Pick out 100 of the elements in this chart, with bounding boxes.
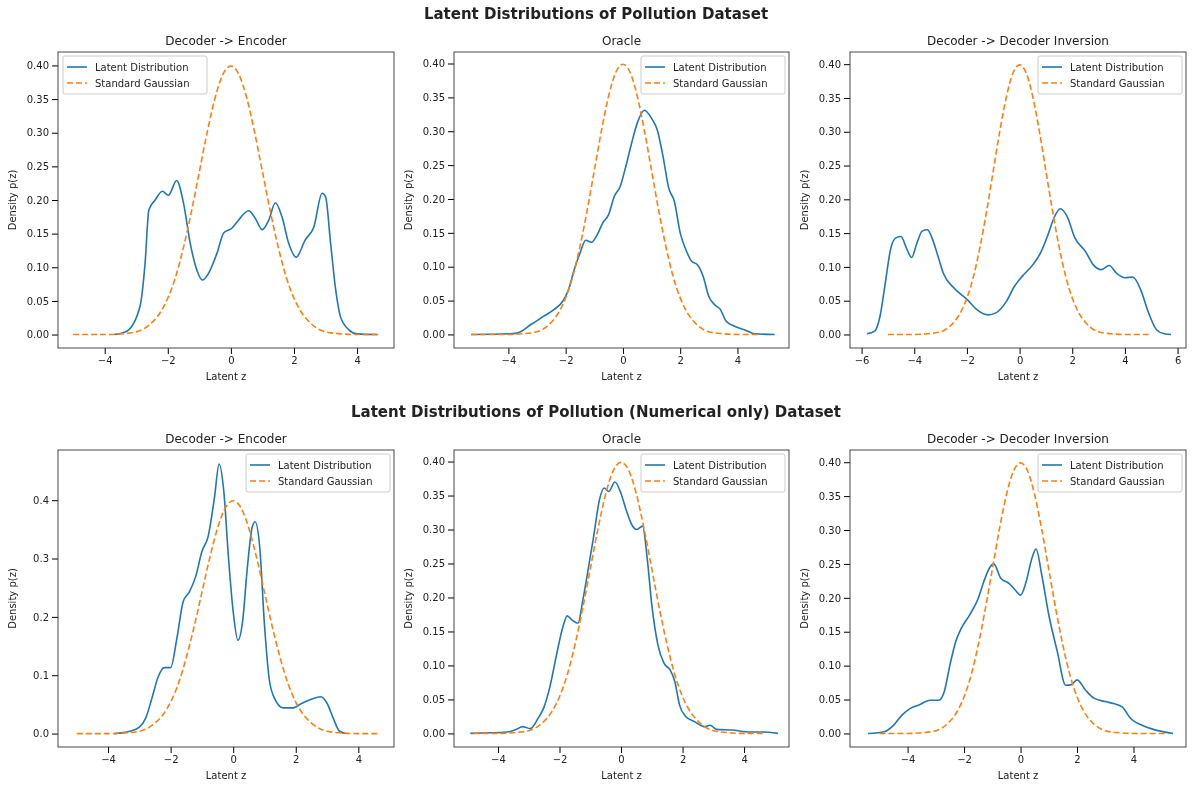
line-series bbox=[867, 548, 1174, 735]
y-tick-label: 0.30 bbox=[818, 126, 841, 138]
x-tick-label: 2 bbox=[1074, 754, 1081, 766]
x-tick-label: 2 bbox=[677, 355, 684, 367]
chart-title: Oracle bbox=[601, 432, 642, 446]
legend-label: Latent Distribution bbox=[1070, 460, 1164, 471]
line-series bbox=[878, 462, 1166, 735]
legend-label: Latent Distribution bbox=[278, 460, 372, 471]
y-tick-label: 0.15 bbox=[26, 228, 49, 240]
line-series bbox=[72, 65, 379, 336]
y-tick-label: 0.10 bbox=[818, 261, 841, 273]
x-tick-label: −4 bbox=[907, 355, 923, 367]
y-tick-label: 0.25 bbox=[422, 159, 445, 171]
y-axis-title: Density p(z) bbox=[7, 568, 18, 629]
text: Latent Distributions of Pollution Dataset bbox=[423, 5, 769, 23]
x-tick-label: 4 bbox=[1122, 355, 1129, 367]
x-tick-label: −2 bbox=[558, 355, 574, 367]
chart-title: Decoder -> Decoder Inversion bbox=[927, 432, 1109, 446]
x-axis-title: Latent z bbox=[997, 371, 1039, 382]
chart-title: Oracle bbox=[601, 34, 642, 48]
y-axis-title: Density p(z) bbox=[799, 568, 810, 629]
chart-title: Decoder -> Encoder bbox=[165, 34, 287, 48]
y-tick-label: 0.1 bbox=[33, 669, 49, 681]
x-tick-label: 4 bbox=[1130, 754, 1138, 766]
y-tick-label: 0.15 bbox=[818, 227, 841, 239]
chart-title: Decoder -> Encoder bbox=[165, 432, 287, 446]
x-axis-title: Latent z bbox=[997, 770, 1039, 781]
y-tick-label: 0.20 bbox=[818, 592, 841, 604]
y-tick-label: 0.30 bbox=[818, 524, 841, 536]
y-tick-label: 0.40 bbox=[422, 456, 445, 468]
y-tick-label: 0.05 bbox=[818, 295, 841, 307]
x-tick-label: −4 bbox=[900, 754, 916, 766]
x-tick-label: −2 bbox=[163, 754, 179, 766]
x-axis-title: Latent z bbox=[601, 371, 642, 382]
legend-label: Latent Distribution bbox=[673, 62, 767, 73]
y-axis-title: Density p(z) bbox=[7, 169, 18, 231]
y-tick-label: 0.20 bbox=[422, 193, 445, 205]
y-tick-label: 0.35 bbox=[422, 92, 445, 104]
x-tick-label: −4 bbox=[491, 754, 506, 766]
x-tick-label: −4 bbox=[501, 355, 517, 367]
x-tick-label: 4 bbox=[734, 355, 742, 367]
x-tick-label: −2 bbox=[960, 355, 975, 367]
y-tick-label: 0.25 bbox=[818, 558, 841, 570]
x-tick-label: −2 bbox=[160, 355, 176, 367]
y-tick-label: 0.05 bbox=[422, 295, 445, 307]
legend-label: Latent Distribution bbox=[673, 460, 767, 471]
y-tick-label: 0.3 bbox=[33, 553, 49, 565]
y-tick-label: 0.40 bbox=[818, 58, 841, 70]
x-tick-label: 0 bbox=[228, 355, 235, 367]
x-tick-label: 0 bbox=[1016, 355, 1024, 367]
legend-label: Standard Gaussian bbox=[1070, 476, 1165, 487]
legend-label: Standard Gaussian bbox=[673, 78, 768, 89]
y-tick-label: 0.00 bbox=[818, 728, 841, 740]
x-tick-label: −4 bbox=[101, 754, 116, 766]
y-tick-label: 0.25 bbox=[26, 161, 49, 173]
y-tick-label: 0.20 bbox=[26, 194, 49, 206]
y-tick-label: 0.35 bbox=[818, 92, 841, 104]
y-axis-title: Density p(z) bbox=[799, 169, 810, 231]
x-tick-label: 6 bbox=[1174, 355, 1182, 367]
y-tick-label: 0.00 bbox=[26, 329, 49, 341]
y-tick-label: 0.40 bbox=[26, 60, 49, 72]
y-axis-title: Density p(z) bbox=[403, 568, 414, 629]
x-tick-label: 4 bbox=[354, 355, 361, 367]
line-series bbox=[866, 207, 1172, 336]
x-tick-label: −4 bbox=[97, 355, 113, 367]
chart-title: Decoder -> Decoder Inversion bbox=[927, 34, 1109, 48]
y-tick-label: 0.10 bbox=[422, 660, 445, 672]
y-tick-label: 0.2 bbox=[33, 611, 49, 623]
x-tick-label: 2 bbox=[291, 355, 298, 367]
x-tick-label: 4 bbox=[355, 754, 363, 766]
y-tick-label: 0.05 bbox=[26, 295, 49, 307]
x-tick-label: 2 bbox=[293, 754, 300, 766]
x-tick-label: −2 bbox=[552, 754, 568, 766]
y-tick-label: 0.35 bbox=[818, 490, 841, 502]
y-tick-label: 0.10 bbox=[422, 261, 445, 273]
legend-label: Latent Distribution bbox=[95, 62, 189, 73]
x-tick-label: 0 bbox=[618, 754, 625, 766]
y-tick-label: 0.30 bbox=[422, 125, 445, 137]
y-tick-label: 0.40 bbox=[818, 456, 841, 468]
y-tick-label: 0.35 bbox=[26, 93, 49, 105]
x-tick-label: 2 bbox=[1069, 355, 1076, 367]
x-tick-label: −2 bbox=[957, 754, 972, 766]
y-tick-label: 0.15 bbox=[422, 626, 445, 638]
line-series bbox=[75, 499, 378, 735]
x-tick-label: 0 bbox=[230, 754, 237, 766]
x-tick-label: 0 bbox=[1017, 754, 1025, 766]
y-tick-label: 0.4 bbox=[33, 494, 49, 506]
y-tick-label: 0.20 bbox=[422, 592, 445, 604]
y-tick-label: 0.00 bbox=[422, 728, 445, 740]
x-axis-title: Latent z bbox=[205, 770, 247, 781]
x-tick-label: 4 bbox=[741, 754, 748, 766]
legend-label: Standard Gaussian bbox=[95, 78, 190, 89]
y-tick-label: 0.25 bbox=[422, 558, 445, 570]
y-tick-label: 0.0 bbox=[33, 728, 49, 740]
legend-label: Latent Distribution bbox=[1070, 62, 1164, 73]
y-tick-label: 0.10 bbox=[26, 261, 49, 273]
y-tick-label: 0.40 bbox=[422, 58, 445, 70]
x-axis-title: Latent z bbox=[601, 770, 642, 781]
x-tick-label: 0 bbox=[620, 355, 627, 367]
y-tick-label: 0.15 bbox=[422, 227, 445, 239]
